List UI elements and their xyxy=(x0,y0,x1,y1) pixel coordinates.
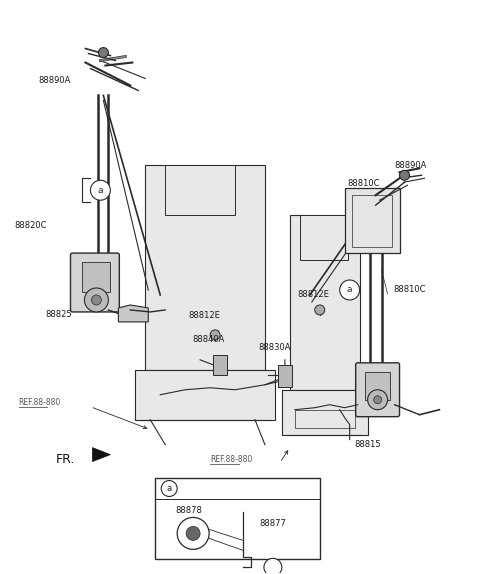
Bar xyxy=(83,262,110,292)
Circle shape xyxy=(90,180,110,200)
Circle shape xyxy=(98,48,108,57)
Text: 88812E: 88812E xyxy=(188,312,220,320)
Polygon shape xyxy=(290,215,360,390)
Text: 88810C: 88810C xyxy=(348,179,380,188)
Text: 88878: 88878 xyxy=(175,506,202,515)
Text: a: a xyxy=(167,484,172,493)
Text: FR.: FR. xyxy=(56,453,75,466)
Text: a: a xyxy=(97,186,103,195)
Text: 88830A: 88830A xyxy=(258,343,290,352)
Text: 88820C: 88820C xyxy=(15,220,47,230)
Text: 88890A: 88890A xyxy=(395,161,427,170)
Polygon shape xyxy=(135,370,275,420)
Bar xyxy=(155,478,320,559)
Text: 88890A: 88890A xyxy=(38,76,71,85)
Text: 88812E: 88812E xyxy=(298,290,330,300)
FancyBboxPatch shape xyxy=(356,363,399,417)
Polygon shape xyxy=(282,390,368,435)
Circle shape xyxy=(373,395,382,404)
Circle shape xyxy=(177,517,209,549)
Bar xyxy=(345,188,399,253)
Polygon shape xyxy=(93,448,110,461)
Text: REF.88-880: REF.88-880 xyxy=(19,398,61,407)
Text: 88825: 88825 xyxy=(46,311,72,320)
FancyBboxPatch shape xyxy=(71,253,120,312)
Circle shape xyxy=(264,559,282,574)
Bar xyxy=(365,372,390,400)
Bar xyxy=(300,215,348,260)
Circle shape xyxy=(340,280,360,300)
Polygon shape xyxy=(119,305,148,322)
Circle shape xyxy=(399,170,409,180)
Circle shape xyxy=(91,295,101,305)
Circle shape xyxy=(186,526,200,540)
Bar xyxy=(295,410,355,428)
Polygon shape xyxy=(145,165,265,370)
Text: 88840A: 88840A xyxy=(192,335,225,344)
Text: 88810C: 88810C xyxy=(394,285,426,294)
Bar xyxy=(352,195,392,247)
Text: 88815: 88815 xyxy=(355,440,381,449)
Text: REF.88-880: REF.88-880 xyxy=(210,455,252,464)
Text: 88877: 88877 xyxy=(259,519,286,528)
Bar xyxy=(213,355,227,375)
Bar xyxy=(278,365,292,387)
Circle shape xyxy=(368,390,387,410)
Circle shape xyxy=(84,288,108,312)
Circle shape xyxy=(210,330,220,340)
Circle shape xyxy=(161,480,177,497)
Circle shape xyxy=(315,305,325,315)
Text: a: a xyxy=(347,285,352,294)
Bar xyxy=(165,165,235,215)
